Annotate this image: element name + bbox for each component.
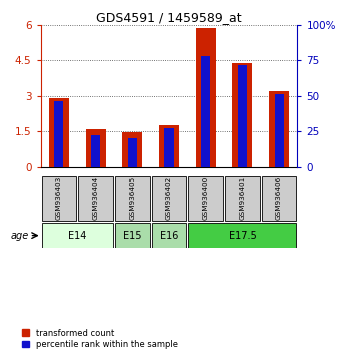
Bar xyxy=(86,129,106,167)
Bar xyxy=(49,98,69,167)
Text: GSM936403: GSM936403 xyxy=(56,176,62,221)
Bar xyxy=(122,132,142,167)
Bar xyxy=(42,223,113,248)
Bar xyxy=(91,136,100,167)
Bar xyxy=(152,176,186,221)
Bar xyxy=(262,176,296,221)
Bar xyxy=(189,176,223,221)
Text: E15: E15 xyxy=(123,231,142,241)
Bar xyxy=(42,176,76,221)
Title: GDS4591 / 1459589_at: GDS4591 / 1459589_at xyxy=(96,11,242,24)
Bar xyxy=(238,64,247,167)
Bar xyxy=(269,91,289,167)
Text: age: age xyxy=(10,231,29,241)
Bar xyxy=(274,94,284,167)
Text: GSM936402: GSM936402 xyxy=(166,176,172,221)
Text: GSM936404: GSM936404 xyxy=(93,176,99,221)
Bar xyxy=(128,138,137,167)
Bar xyxy=(115,176,149,221)
Text: E17.5: E17.5 xyxy=(228,231,256,241)
Bar xyxy=(159,125,179,167)
Text: E14: E14 xyxy=(68,231,87,241)
Text: GSM936405: GSM936405 xyxy=(129,176,135,221)
Text: GSM936400: GSM936400 xyxy=(203,176,209,221)
Bar xyxy=(225,176,260,221)
Text: GSM936406: GSM936406 xyxy=(276,176,282,221)
Legend: transformed count, percentile rank within the sample: transformed count, percentile rank withi… xyxy=(21,328,179,350)
Bar xyxy=(189,223,296,248)
Bar xyxy=(196,28,216,167)
Bar xyxy=(54,101,64,167)
Text: E16: E16 xyxy=(160,231,178,241)
Bar xyxy=(201,56,210,167)
Bar xyxy=(232,63,252,167)
Bar xyxy=(164,129,174,167)
Bar xyxy=(152,223,186,248)
Bar xyxy=(115,223,149,248)
Text: GSM936401: GSM936401 xyxy=(239,176,245,221)
Bar xyxy=(78,176,113,221)
